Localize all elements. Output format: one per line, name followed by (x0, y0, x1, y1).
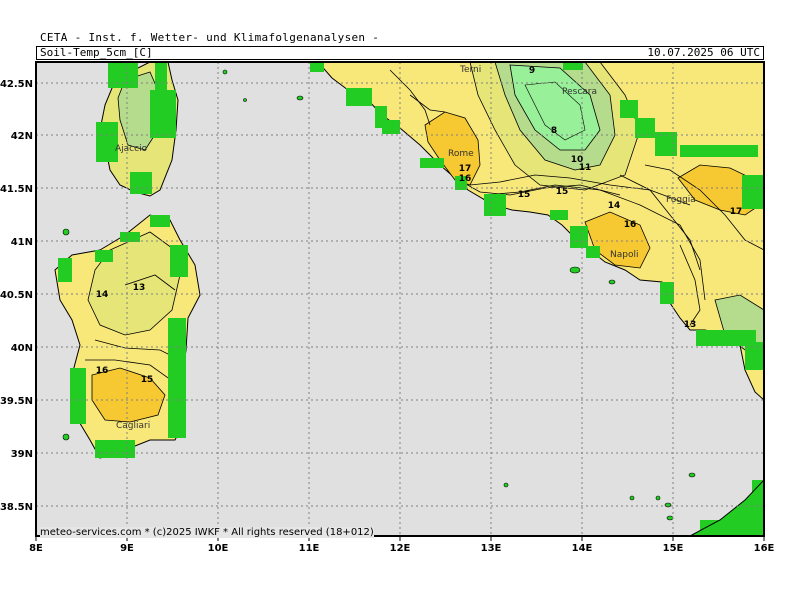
city-labels: Terni Pescara Ajaccio Rome Foggia Napoli… (115, 65, 696, 431)
city-label-foggia: Foggia (666, 195, 696, 205)
x-tick-label: 16E (754, 543, 775, 554)
city-label-napoli: Napoli (610, 250, 638, 260)
city-label-rome: Rome (448, 149, 474, 159)
x-tick-label: 15E (663, 543, 684, 554)
city-label-ajaccio: Ajaccio (115, 144, 148, 154)
y-tick-label: 39.5N (0, 396, 33, 407)
contour-label: 15 (518, 190, 531, 200)
contour-label: 8 (551, 126, 557, 136)
y-tick-label: 40.5N (0, 290, 33, 301)
contour-label: 13 (133, 283, 146, 293)
y-tick-label: 41N (11, 237, 33, 248)
x-tick-label: 10E (208, 543, 229, 554)
zone-rome-warm (424, 111, 481, 186)
map-title: CETA - Inst. f. Wetter- und Klimafolgena… (40, 31, 380, 44)
land-sicily (689, 479, 764, 536)
contour-label: 17 (730, 207, 743, 217)
contour-label: 9 (529, 66, 535, 76)
x-tick-label: 13E (481, 543, 502, 554)
parameter-label: Soil-Temp_5cm_[C] (40, 46, 153, 59)
contour-label: 10 (571, 155, 584, 165)
contour-label: 13 (684, 320, 697, 330)
x-tick-label: 8E (29, 543, 43, 554)
copyright-footer: meteo-services.com * (c)2025 IWKF * All … (40, 527, 374, 538)
contour-label: 15 (141, 375, 154, 385)
mainland-contours (389, 69, 764, 326)
city-label-cagliari: Cagliari (116, 421, 150, 431)
zone-corsica-cool (117, 71, 161, 151)
contour-label: 14 (608, 201, 621, 211)
x-axis-labels: 8E 9E 10E 11E 12E 13E 14E 15E 16E (29, 543, 774, 554)
y-axis-labels: 42.5N 42N 41.5N 41N 40.5N 40N 39.5N 39N … (0, 79, 33, 513)
contour-8 (524, 81, 586, 141)
x-tick-label: 11E (299, 543, 320, 554)
contour-value-labels: 9 8 10 11 17 16 15 15 14 16 17 14 13 13 … (96, 66, 743, 385)
y-tick-label: 42N (11, 131, 33, 142)
header-bar (36, 46, 764, 60)
city-label-pescara: Pescara (562, 87, 597, 97)
y-tick-label: 40N (11, 343, 33, 354)
x-tick-label: 12E (390, 543, 411, 554)
contour-label: 16 (96, 366, 109, 376)
small-islands (62, 69, 696, 521)
y-tick-label: 39N (11, 449, 33, 460)
y-tick-label: 42.5N (0, 79, 33, 90)
city-label-terni: Terni (459, 65, 481, 75)
zone-sardinia-warm (91, 367, 166, 423)
contour-label: 16 (459, 174, 472, 184)
y-tick-label: 41.5N (0, 184, 33, 195)
contour-label: 11 (579, 163, 592, 173)
x-tick-label: 14E (572, 543, 593, 554)
x-tick-label: 9E (120, 543, 134, 554)
contour-label: 14 (96, 290, 109, 300)
contour-label: 16 (624, 220, 637, 230)
graticule (36, 62, 764, 536)
contour-label: 17 (459, 164, 472, 174)
valid-time: 10.07.2025 06 UTC (647, 46, 760, 59)
y-tick-label: 38.5N (0, 502, 33, 513)
contour-label: 15 (556, 187, 569, 197)
